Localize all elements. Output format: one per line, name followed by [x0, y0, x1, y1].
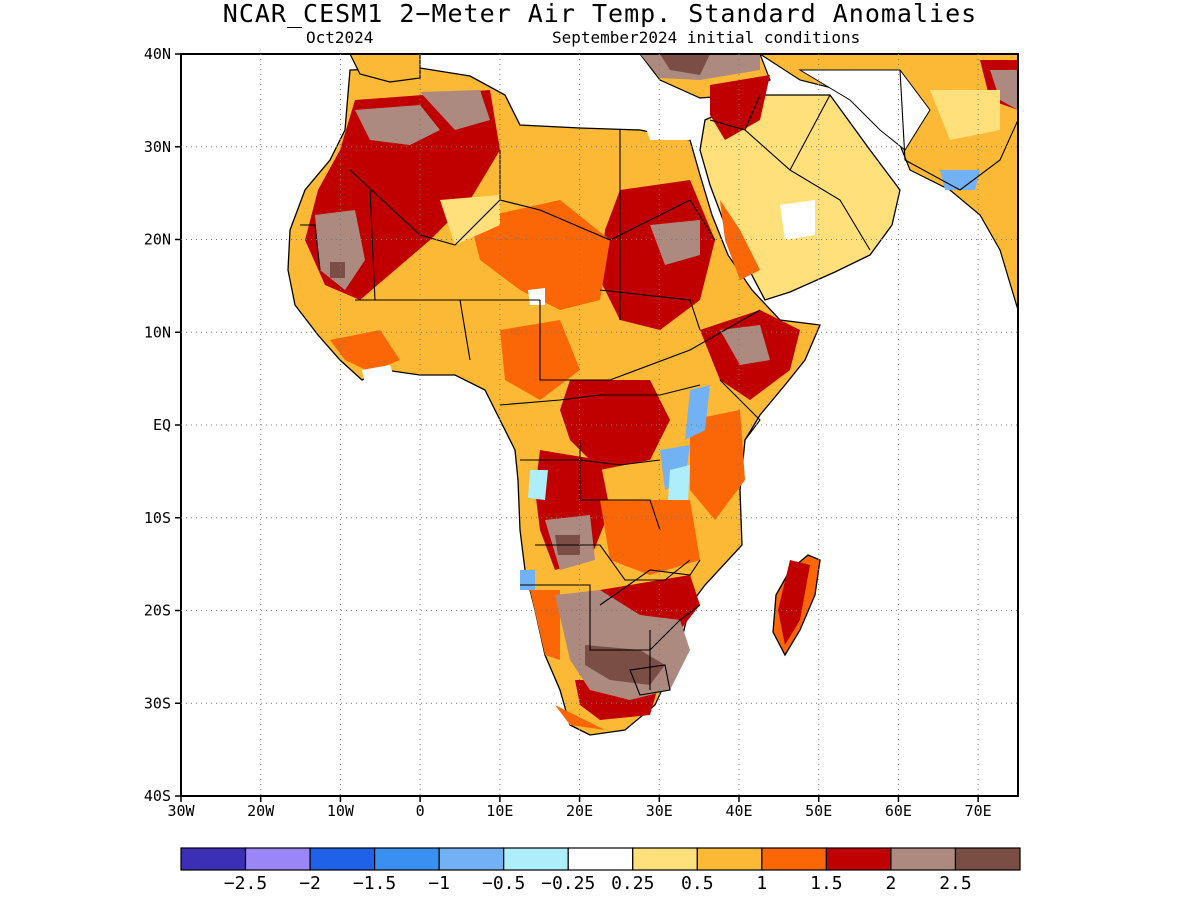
colorbar-swatch	[438, 847, 505, 871]
anomaly-level-1-5	[330, 200, 760, 730]
latitude-axis: 40N 30N 20N 10N EQ 10S 20S 30S 40S	[144, 45, 181, 805]
lat-tick-label: 30S	[144, 694, 171, 712]
anomaly-level-3	[330, 54, 710, 685]
forecast-month: Oct2024	[306, 28, 374, 47]
colorbar-label: −1	[428, 873, 450, 894]
lon-tick-label: 40E	[725, 802, 752, 820]
lat-tick-label: 10S	[144, 509, 171, 527]
colorbar-labels: −2.5 −2 −1.5 −1 −0.5 −0.25 0.25 0.5 1 1.5 2 2.5	[224, 873, 972, 894]
colorbar-swatch	[696, 847, 763, 871]
grid-lines	[181, 54, 1018, 796]
lon-tick-label: 0	[416, 802, 425, 820]
lon-tick-label: 70E	[965, 802, 992, 820]
colorbar	[180, 847, 1021, 871]
lon-tick-label: 30E	[646, 802, 673, 820]
longitude-axis: 30W 20W 10W 0 10E 20E 30E 40E 50E 60E 70E	[167, 796, 992, 820]
lat-tick-label: 40N	[144, 45, 171, 63]
colorbar-label: 1	[756, 873, 767, 894]
colorbar-swatch	[180, 847, 247, 871]
colorbar-swatch	[890, 847, 957, 871]
colorbar-swatch	[503, 847, 569, 871]
lon-tick-label: 10W	[327, 802, 355, 820]
colorbar-label: 1.5	[810, 873, 843, 894]
lon-tick-label: 20W	[247, 802, 275, 820]
lat-tick-label: 20S	[144, 602, 171, 620]
lon-tick-label: 10E	[486, 802, 513, 820]
lat-tick-label: EQ	[153, 416, 171, 434]
colorbar-swatch	[761, 847, 827, 871]
colorbar-label: 2.5	[939, 873, 972, 894]
colorbar-label: −0.5	[482, 873, 525, 894]
lon-tick-label: 30W	[167, 802, 195, 820]
chart-title: NCAR_CESM1 2−Meter Air Temp. Standard An…	[222, 0, 978, 28]
colorbar-swatch	[374, 847, 440, 871]
initial-conditions: September2024 initial conditions	[552, 28, 861, 47]
colorbar-label: 0.25	[611, 873, 654, 894]
colorbar-label: −0.25	[541, 873, 595, 894]
anomaly-negative	[520, 170, 980, 590]
colorbar-swatch	[567, 847, 634, 871]
temperature-anomaly-field	[287, 54, 1018, 736]
lon-tick-label: 20E	[566, 802, 593, 820]
colorbar-label: −1.5	[353, 873, 396, 894]
lon-tick-label: 60E	[885, 802, 912, 820]
colorbar-label: −2	[299, 873, 321, 894]
lat-tick-label: 40S	[144, 787, 171, 805]
colorbar-swatch	[632, 847, 698, 871]
colorbar-swatch	[954, 847, 1021, 871]
colorbar-label: 0.5	[681, 873, 714, 894]
colorbar-swatch	[309, 847, 376, 871]
colorbar-label: −2.5	[224, 873, 267, 894]
colorbar-label: 2	[886, 873, 897, 894]
lat-tick-label: 20N	[144, 231, 171, 249]
colorbar-swatch	[244, 847, 311, 871]
lon-tick-label: 50E	[805, 802, 832, 820]
lat-tick-label: 30N	[144, 138, 171, 156]
lat-tick-label: 10N	[144, 323, 171, 341]
colorbar-swatch	[825, 847, 892, 871]
